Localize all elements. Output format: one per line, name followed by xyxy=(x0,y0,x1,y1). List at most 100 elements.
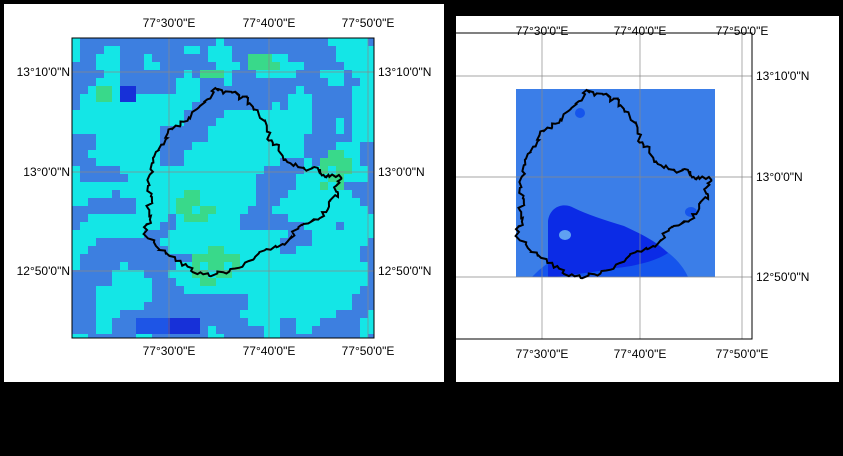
raster-cell xyxy=(104,158,112,166)
raster-cell xyxy=(144,326,152,334)
raster-cell xyxy=(136,198,144,206)
raster-cell xyxy=(184,110,192,118)
raster-cell xyxy=(320,38,328,46)
raster-cell xyxy=(312,142,320,150)
raster-cell xyxy=(264,230,272,238)
raster-cell xyxy=(88,278,96,286)
raster-cell xyxy=(296,230,304,238)
raster-cell xyxy=(272,214,280,222)
raster-cell xyxy=(328,166,336,174)
raster-cell xyxy=(312,230,320,238)
raster-cell xyxy=(96,38,104,46)
raster-cell xyxy=(176,206,184,214)
raster-cell xyxy=(272,230,280,238)
raster-cell xyxy=(280,318,288,326)
raster-cell xyxy=(208,310,216,318)
raster-cell xyxy=(320,182,328,190)
raster-cell xyxy=(72,198,80,206)
raster-cell xyxy=(104,254,112,262)
raster-cell xyxy=(112,326,120,334)
top-longitude-label: 77°30'0"E xyxy=(515,24,569,38)
raster-cell xyxy=(288,318,296,326)
raster-cell xyxy=(296,182,304,190)
raster-cell xyxy=(240,86,248,94)
raster-cell xyxy=(80,278,88,286)
raster-cell xyxy=(296,150,304,158)
raster-cell xyxy=(304,254,312,262)
raster-cell xyxy=(344,254,352,262)
raster-cell xyxy=(168,94,176,102)
raster-cell xyxy=(224,214,232,222)
raster-cell xyxy=(200,294,208,302)
raster-cell xyxy=(176,254,184,262)
raster-cell xyxy=(168,294,176,302)
raster-cell xyxy=(96,54,104,62)
raster-cell xyxy=(88,334,96,338)
raster-cell xyxy=(176,334,184,338)
raster-cell xyxy=(200,230,208,238)
raster-cell xyxy=(256,94,264,102)
raster-cell xyxy=(88,126,96,134)
raster-cell xyxy=(72,110,80,118)
raster-cell xyxy=(96,158,104,166)
raster-cell xyxy=(96,190,104,198)
raster-cell xyxy=(264,126,272,134)
raster-cell xyxy=(280,198,288,206)
raster-cell xyxy=(168,230,176,238)
raster-cell xyxy=(144,214,152,222)
raster-cell xyxy=(320,246,328,254)
raster-cell xyxy=(112,166,120,174)
raster-cell xyxy=(72,310,80,318)
raster-cell xyxy=(304,86,312,94)
raster-cell xyxy=(208,54,216,62)
raster-cell xyxy=(336,318,344,326)
raster-cell xyxy=(328,334,336,338)
raster-cell xyxy=(240,110,248,118)
raster-cell xyxy=(328,78,336,86)
raster-cell xyxy=(344,150,352,158)
raster-cell xyxy=(304,326,312,334)
raster-cell xyxy=(136,62,144,70)
raster-cell xyxy=(336,70,344,78)
raster-cell xyxy=(248,166,256,174)
raster-cell xyxy=(304,182,312,190)
raster-cell xyxy=(368,62,374,70)
raster-cell xyxy=(336,62,344,70)
raster-cell xyxy=(296,190,304,198)
raster-cell xyxy=(368,246,374,254)
raster-cell xyxy=(312,278,320,286)
raster-cell xyxy=(120,190,128,198)
raster-cell xyxy=(144,54,152,62)
raster-cell xyxy=(96,286,104,294)
raster-cell xyxy=(72,70,80,78)
raster-cell xyxy=(128,238,136,246)
raster-cells xyxy=(72,38,374,338)
raster-cell xyxy=(360,86,368,94)
raster-cell xyxy=(176,238,184,246)
raster-cell xyxy=(112,182,120,190)
raster-cell xyxy=(368,334,374,338)
raster-cell xyxy=(88,102,96,110)
raster-cell xyxy=(232,94,240,102)
raster-cell xyxy=(360,286,368,294)
raster-cell xyxy=(120,182,128,190)
raster-cell xyxy=(328,142,336,150)
raster-cell xyxy=(104,118,112,126)
raster-cell xyxy=(240,222,248,230)
raster-cell xyxy=(296,246,304,254)
raster-cell xyxy=(192,166,200,174)
raster-cell xyxy=(96,182,104,190)
raster-cell xyxy=(368,278,374,286)
raster-cell xyxy=(368,78,374,86)
raster-cell xyxy=(80,302,88,310)
raster-cell xyxy=(320,174,328,182)
raster-cell xyxy=(128,246,136,254)
raster-cell xyxy=(208,174,216,182)
raster-cell xyxy=(200,46,208,54)
raster-cell xyxy=(192,94,200,102)
raster-cell xyxy=(336,262,344,270)
top-longitude-label: 77°40'0"E xyxy=(613,24,667,38)
raster-cell xyxy=(144,126,152,134)
raster-cell xyxy=(104,174,112,182)
raster-cell xyxy=(352,86,360,94)
